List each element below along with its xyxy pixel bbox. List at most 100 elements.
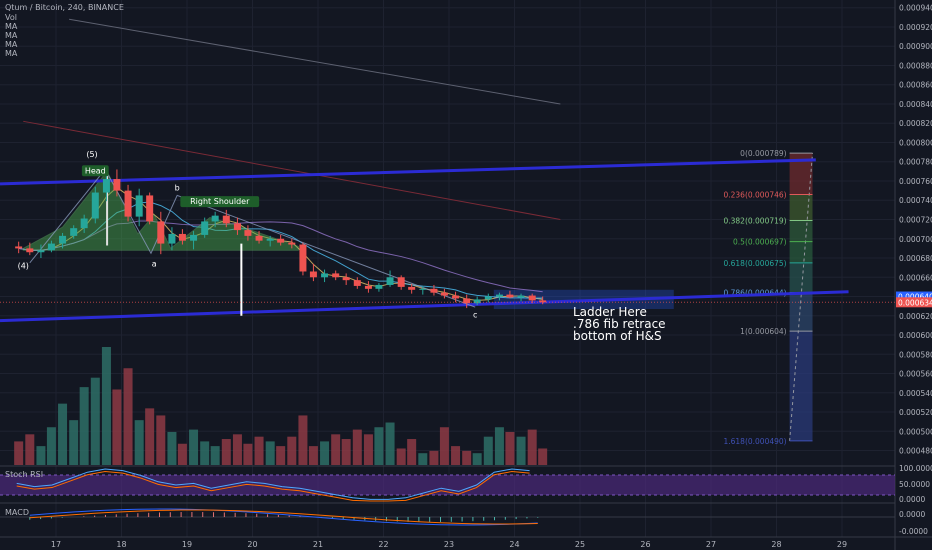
volume-bar — [298, 415, 308, 465]
candle-body — [233, 223, 241, 231]
candle-body — [484, 296, 492, 300]
label-wave-a: a — [152, 260, 157, 269]
volume-bar — [308, 446, 318, 465]
y-tick-label-7: 0.000800 — [899, 138, 932, 147]
volume-bar — [189, 429, 199, 465]
y-tick-label-10: 0.000740 — [899, 196, 932, 205]
y-tick-label-11: 0.000720 — [899, 216, 932, 225]
candle-body — [430, 288, 438, 293]
fib-level-label-2: 0.382(0.000719) — [723, 216, 786, 225]
y-tick-label-14: 0.000660 — [899, 273, 932, 282]
stoch-rsi-band — [0, 475, 895, 495]
candle-body — [506, 294, 514, 298]
y-tick-label-13: 0.000680 — [899, 254, 932, 263]
ma-line-long-1 — [69, 18, 561, 105]
candle-body — [190, 234, 198, 241]
candle-body — [364, 285, 372, 289]
volume-bar — [79, 387, 89, 465]
candle-body — [408, 286, 416, 290]
volume-bar — [101, 347, 111, 465]
candle-body — [37, 250, 45, 253]
y-tick-label-9: 0.000760 — [899, 177, 932, 186]
price-badge-0: 0.000640 — [898, 293, 932, 302]
volume-bar — [505, 431, 515, 465]
candle-body — [113, 179, 121, 191]
candle-body — [255, 235, 263, 241]
y-tick-label-5: 0.000840 — [899, 100, 932, 109]
x-tick-label-1: 18 — [116, 540, 126, 549]
label-head: Head — [85, 166, 106, 175]
candle-body — [80, 218, 88, 229]
x-tick-label-5: 22 — [378, 540, 388, 549]
candle-body — [157, 221, 165, 244]
indicator-label-ma-3: MA — [5, 40, 18, 49]
volume-bar — [25, 434, 35, 465]
volume-bar — [200, 441, 210, 465]
volume-bar — [156, 415, 166, 465]
candle-body — [386, 277, 394, 285]
stoch-rsi-label: Stoch RSI — [5, 470, 44, 479]
price-badge-bg-0 — [896, 291, 932, 302]
volume-bar — [232, 434, 242, 465]
label-right-shoulder: Right Shoulder — [190, 197, 250, 206]
y-tick-label-4: 0.000860 — [899, 81, 932, 90]
x-tick-label-10: 27 — [706, 540, 716, 549]
y-tick-label-20: 0.000540 — [899, 389, 932, 398]
indicator-label-ma-1: MA — [5, 22, 18, 31]
volume-bar — [134, 420, 144, 465]
volume-bar — [538, 448, 548, 465]
stoch-tick-1: 50.0000 — [899, 480, 930, 489]
note-line-2: .786 fib retrace — [573, 317, 666, 331]
candle-body — [146, 195, 154, 222]
symbol-title: Qtum / Bitcoin, 240, BINANCE — [5, 3, 124, 12]
volume-bar — [287, 436, 297, 465]
stoch-rsi-d-line — [16, 471, 530, 502]
x-tick-label-7: 24 — [509, 540, 519, 549]
volume-bar — [145, 408, 155, 465]
candle-body — [440, 292, 448, 296]
volume-bar — [177, 443, 187, 465]
label-wave-5: (5) — [86, 150, 97, 159]
x-tick-label-6: 23 — [444, 540, 454, 549]
candle-body — [201, 221, 209, 235]
volume-bar — [341, 439, 351, 465]
x-tick-label-0: 17 — [51, 540, 61, 549]
fib-level-label-1: 0.236(0.000746) — [723, 190, 786, 199]
volume-bar — [527, 429, 537, 465]
x-tick-label-2: 19 — [182, 540, 192, 549]
candle-body — [309, 271, 317, 278]
macd-tick-0: 0.0000 — [899, 510, 925, 519]
candle-body — [528, 295, 536, 301]
candle-body — [517, 295, 525, 298]
candle-body — [353, 280, 361, 286]
volume-bar — [472, 453, 482, 465]
label-wave-4: (4) — [18, 262, 29, 271]
candle-body — [211, 215, 219, 222]
elliott-wave-path — [29, 168, 476, 308]
upper-trendline — [0, 158, 816, 186]
volume-bar — [439, 427, 449, 465]
volume-bar — [14, 441, 24, 465]
volume-bar — [254, 436, 264, 465]
volume-bar — [210, 446, 220, 465]
fib-zone-5 — [789, 292, 813, 332]
label-wave-c: c — [473, 311, 477, 320]
x-tick-label-8: 25 — [575, 540, 585, 549]
macd-label: MACD — [5, 508, 29, 517]
macd-tick-1: -0.0000 — [899, 527, 928, 536]
y-tick-label-23: 0.000480 — [899, 447, 932, 456]
y-tick-label-0: 0.000940 — [899, 4, 932, 13]
indicator-label-ma-4: MA — [5, 49, 18, 58]
volume-bar — [385, 422, 395, 465]
volume-bar — [429, 450, 439, 465]
fib-level-label-5: 0.786(0.000644) — [723, 289, 786, 298]
candle-body — [321, 273, 329, 278]
candle-body — [277, 238, 285, 243]
y-tick-label-8: 0.000780 — [899, 158, 932, 167]
fib-zone-2 — [789, 220, 813, 242]
fib-zone-0 — [789, 153, 813, 195]
candle-body — [47, 243, 55, 251]
volume-bar — [123, 368, 133, 465]
fib-level-label-4: 0.618(0.000675) — [723, 259, 786, 268]
